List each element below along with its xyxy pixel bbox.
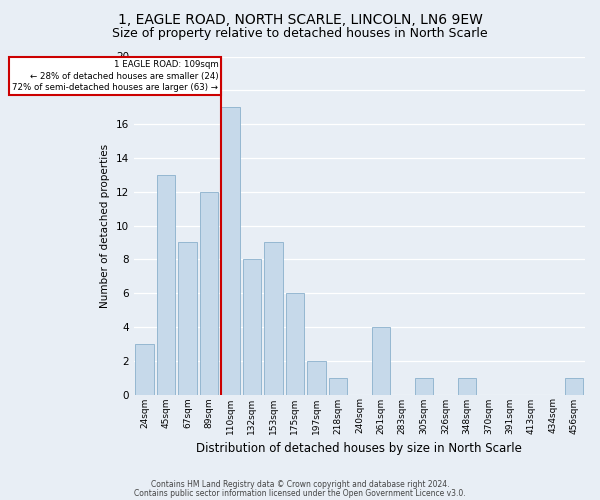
Text: Size of property relative to detached houses in North Scarle: Size of property relative to detached ho… xyxy=(112,28,488,40)
Bar xyxy=(307,360,326,394)
Bar xyxy=(243,260,261,394)
Text: Contains public sector information licensed under the Open Government Licence v3: Contains public sector information licen… xyxy=(134,488,466,498)
Text: Contains HM Land Registry data © Crown copyright and database right 2024.: Contains HM Land Registry data © Crown c… xyxy=(151,480,449,489)
Bar xyxy=(264,242,283,394)
Bar xyxy=(136,344,154,395)
X-axis label: Distribution of detached houses by size in North Scarle: Distribution of detached houses by size … xyxy=(196,442,523,455)
Bar xyxy=(178,242,197,394)
Text: 1, EAGLE ROAD, NORTH SCARLE, LINCOLN, LN6 9EW: 1, EAGLE ROAD, NORTH SCARLE, LINCOLN, LN… xyxy=(118,12,482,26)
Y-axis label: Number of detached properties: Number of detached properties xyxy=(100,144,110,308)
Bar xyxy=(221,107,239,395)
Bar xyxy=(415,378,433,394)
Bar xyxy=(565,378,583,394)
Bar xyxy=(157,175,175,394)
Bar xyxy=(458,378,476,394)
Text: 1 EAGLE ROAD: 109sqm
← 28% of detached houses are smaller (24)
72% of semi-detac: 1 EAGLE ROAD: 109sqm ← 28% of detached h… xyxy=(13,60,218,92)
Bar xyxy=(329,378,347,394)
Bar xyxy=(200,192,218,394)
Bar xyxy=(286,293,304,394)
Bar xyxy=(372,327,390,394)
